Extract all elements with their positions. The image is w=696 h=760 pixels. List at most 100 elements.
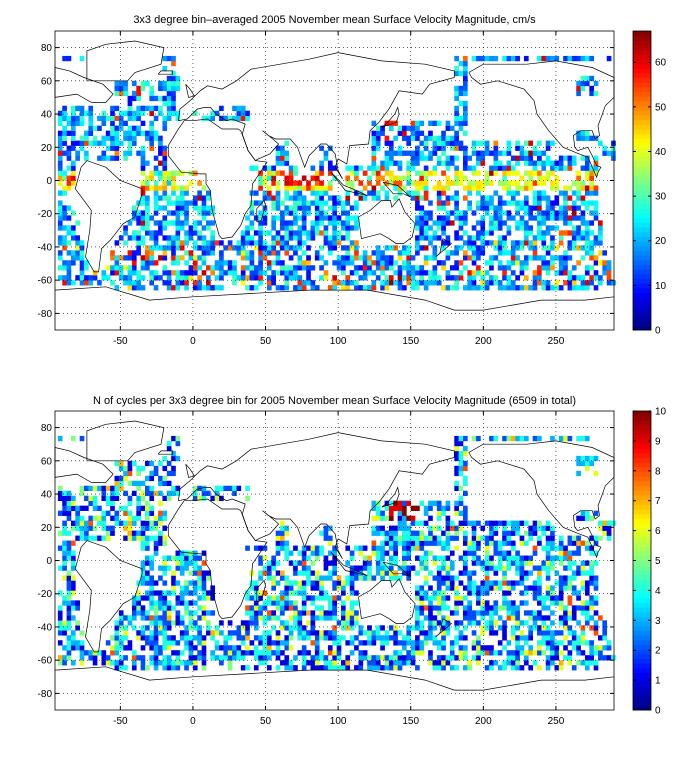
data-cell bbox=[114, 475, 120, 482]
data-cell bbox=[114, 620, 120, 626]
data-cell bbox=[332, 665, 337, 671]
data-cell bbox=[441, 145, 446, 151]
data-cell bbox=[445, 255, 451, 261]
data-cell bbox=[463, 250, 468, 256]
data-cell bbox=[550, 555, 555, 561]
data-cell bbox=[484, 600, 490, 606]
data-cell bbox=[123, 635, 128, 641]
data-cell bbox=[445, 180, 451, 186]
data-cell bbox=[297, 590, 303, 596]
data-cell bbox=[532, 595, 538, 601]
colorbar-swatch bbox=[633, 569, 651, 575]
data-cell bbox=[114, 135, 120, 141]
data-cell bbox=[393, 665, 398, 671]
data-cell bbox=[362, 555, 368, 561]
data-cell bbox=[571, 265, 577, 271]
data-cell bbox=[576, 515, 581, 521]
data-cell bbox=[476, 600, 481, 606]
data-cell bbox=[567, 660, 573, 666]
data-cell bbox=[149, 600, 155, 606]
data-cell bbox=[415, 615, 420, 621]
data-cell bbox=[175, 600, 181, 606]
data-cell bbox=[110, 120, 115, 126]
data-cell bbox=[611, 145, 616, 151]
data-cell bbox=[484, 200, 490, 206]
data-cell bbox=[567, 560, 573, 566]
data-cell bbox=[79, 520, 85, 526]
data-cell bbox=[323, 525, 329, 531]
data-cell bbox=[463, 100, 468, 107]
data-cell bbox=[449, 650, 455, 656]
data-cell bbox=[589, 240, 594, 246]
data-cell bbox=[406, 550, 412, 556]
data-cell bbox=[463, 625, 468, 631]
data-cell bbox=[271, 220, 276, 226]
data-cell bbox=[502, 540, 507, 546]
data-cell bbox=[436, 600, 442, 606]
data-cell bbox=[563, 165, 568, 171]
data-cell bbox=[206, 570, 211, 576]
data-cell bbox=[310, 665, 316, 671]
data-cell bbox=[162, 590, 168, 596]
data-cell bbox=[589, 75, 594, 82]
data-cell bbox=[423, 510, 429, 516]
data-cell bbox=[332, 615, 337, 621]
data-cell bbox=[523, 575, 529, 581]
data-cell bbox=[62, 645, 67, 651]
data-cell bbox=[145, 245, 150, 251]
data-cell bbox=[136, 85, 141, 92]
data-cell bbox=[192, 110, 198, 117]
data-cell bbox=[593, 650, 599, 656]
data-cell bbox=[419, 610, 425, 616]
data-cell bbox=[380, 550, 385, 556]
data-cell bbox=[323, 230, 329, 236]
data-cell bbox=[127, 480, 133, 487]
data-cell bbox=[537, 585, 542, 591]
data-cell bbox=[563, 185, 568, 191]
data-cell bbox=[537, 570, 542, 576]
data-cell bbox=[145, 130, 150, 136]
data-cell bbox=[458, 260, 464, 266]
data-cell bbox=[510, 660, 516, 666]
data-cell bbox=[297, 620, 303, 626]
data-cell bbox=[419, 545, 425, 551]
data-cell bbox=[266, 175, 272, 181]
data-cell bbox=[493, 620, 499, 626]
data-cell bbox=[341, 585, 346, 591]
data-cell bbox=[66, 145, 72, 151]
data-cell bbox=[576, 85, 581, 92]
data-cell bbox=[436, 655, 442, 661]
data-cell bbox=[567, 630, 573, 636]
data-cell bbox=[280, 520, 285, 526]
data-cell bbox=[293, 605, 298, 611]
data-cell bbox=[70, 165, 76, 171]
data-cell bbox=[175, 455, 181, 462]
data-cell bbox=[537, 235, 542, 241]
data-cell bbox=[79, 660, 85, 666]
data-cell bbox=[510, 250, 516, 256]
x-tick-label: 150 bbox=[402, 336, 419, 347]
data-cell bbox=[66, 530, 72, 536]
data-cell bbox=[441, 150, 446, 156]
data-cell bbox=[271, 640, 276, 646]
data-cell bbox=[393, 195, 398, 201]
colorbar-swatch bbox=[633, 236, 651, 242]
data-cell bbox=[510, 615, 516, 621]
data-cell bbox=[580, 230, 586, 236]
data-cell bbox=[145, 185, 150, 191]
data-cell bbox=[266, 575, 272, 581]
data-cell bbox=[136, 115, 141, 121]
colorbar-swatch bbox=[633, 518, 651, 524]
data-cell bbox=[345, 625, 351, 631]
data-cell bbox=[114, 115, 120, 121]
data-cell bbox=[145, 205, 150, 211]
data-cell bbox=[179, 240, 185, 246]
data-cell bbox=[271, 245, 276, 251]
data-cell bbox=[519, 560, 525, 566]
coast-line bbox=[178, 432, 455, 559]
data-cell bbox=[192, 655, 198, 661]
data-cell bbox=[497, 150, 503, 156]
data-cell bbox=[541, 595, 547, 601]
data-cell bbox=[288, 275, 294, 281]
data-cell bbox=[301, 545, 307, 551]
